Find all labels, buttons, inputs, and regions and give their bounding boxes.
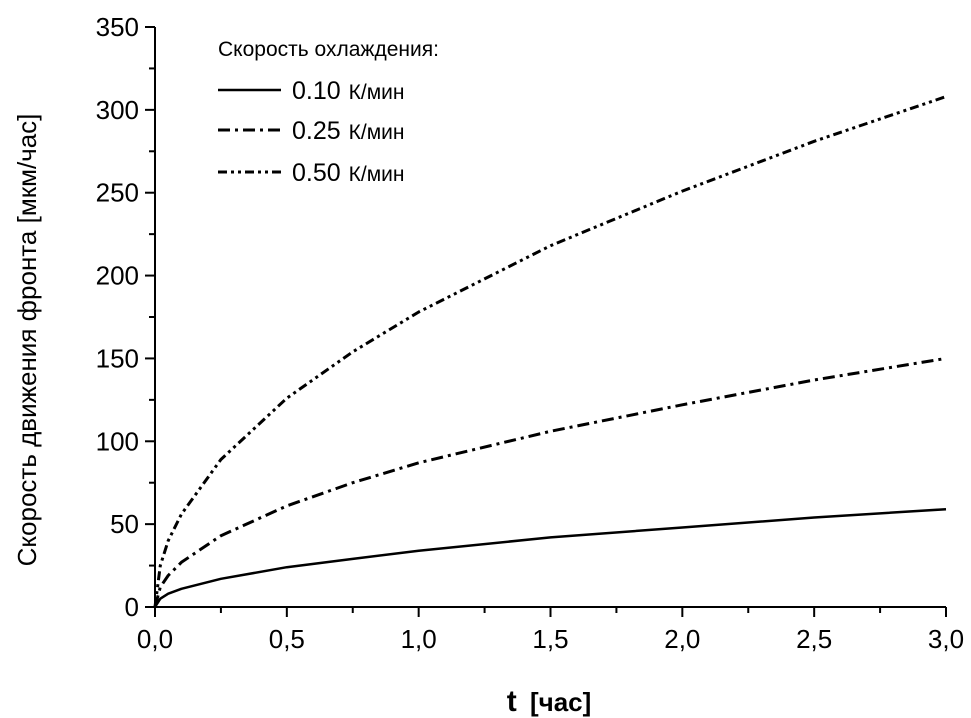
x-axis-unit: [час] (530, 687, 591, 717)
x-tick-label: 2,0 (664, 624, 700, 654)
y-tick-label: 150 (96, 343, 139, 373)
x-axis-variable: t (507, 685, 517, 718)
legend-label-2: 0.25 К/мин (292, 117, 405, 145)
series-lines (153, 95, 947, 608)
legend-title: Скорость охлаждения: (218, 38, 439, 61)
legend-unit: К/мин (349, 81, 405, 104)
legend-value: 0.50 (292, 159, 341, 187)
x-tick-label: 3,0 (928, 624, 964, 654)
series-line-2 (153, 356, 947, 608)
y-tick-label: 300 (96, 95, 139, 125)
x-tick-label: 0,5 (269, 624, 305, 654)
axes (154, 27, 946, 608)
x-axis-label: t [час] (507, 685, 592, 718)
legend-value: 0.10 (292, 77, 341, 105)
legend-value: 0.25 (292, 117, 341, 145)
x-tick-label: 1,0 (401, 624, 437, 654)
y-tick-label: 0 (125, 592, 139, 622)
y-axis-label: Скорость движения фронта [мкм/час] (12, 114, 42, 567)
y-tick-label: 50 (110, 509, 139, 539)
x-tick-label: 0,0 (137, 624, 173, 654)
x-tick-label: 2,5 (796, 624, 832, 654)
legend-label-3: 0.50 К/мин (292, 159, 405, 187)
legend-unit: К/мин (349, 121, 405, 144)
series-line-1 (153, 507, 947, 608)
y-tick-label: 100 (96, 426, 139, 456)
y-tick-label: 250 (96, 178, 139, 208)
legend-label-1: 0.10 К/мин (292, 77, 405, 105)
y-tick-label: 200 (96, 261, 139, 291)
legend-unit: К/мин (349, 163, 405, 186)
y-tick-label: 350 (96, 12, 139, 42)
x-tick-label: 1,5 (532, 624, 568, 654)
ticks: 0,0 0,5 1,0 1,5 2,0 2,5 3,0 0 50 100 150 200 250 300 3… (96, 12, 964, 654)
